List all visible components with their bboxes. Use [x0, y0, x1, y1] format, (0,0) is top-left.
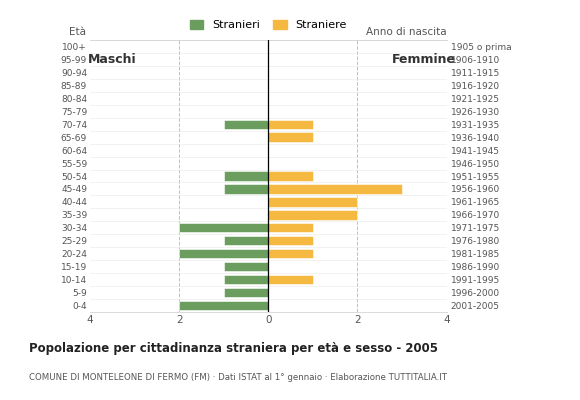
- Text: Popolazione per cittadinanza straniera per età e sesso - 2005: Popolazione per cittadinanza straniera p…: [29, 342, 438, 355]
- Bar: [224, 184, 268, 194]
- Bar: [268, 249, 313, 258]
- Bar: [268, 275, 313, 284]
- Bar: [268, 132, 313, 142]
- Bar: [268, 197, 357, 206]
- Bar: [268, 236, 313, 246]
- Bar: [224, 262, 268, 271]
- Bar: [224, 288, 268, 297]
- Bar: [268, 210, 357, 220]
- Text: Età: Età: [70, 27, 86, 37]
- Bar: [179, 301, 268, 310]
- Bar: [224, 171, 268, 181]
- Bar: [268, 223, 313, 232]
- Text: Anno di nascita: Anno di nascita: [366, 27, 447, 37]
- Bar: [179, 249, 268, 258]
- Bar: [179, 223, 268, 232]
- Bar: [268, 184, 402, 194]
- Bar: [224, 120, 268, 129]
- Text: Maschi: Maschi: [88, 53, 136, 66]
- Bar: [268, 120, 313, 129]
- Bar: [224, 236, 268, 246]
- Text: Femmine: Femmine: [392, 53, 456, 66]
- Legend: Stranieri, Straniere: Stranieri, Straniere: [190, 20, 347, 30]
- Bar: [224, 275, 268, 284]
- Bar: [268, 171, 313, 181]
- Text: COMUNE DI MONTELEONE DI FERMO (FM) · Dati ISTAT al 1° gennaio · Elaborazione TUT: COMUNE DI MONTELEONE DI FERMO (FM) · Dat…: [29, 373, 447, 382]
